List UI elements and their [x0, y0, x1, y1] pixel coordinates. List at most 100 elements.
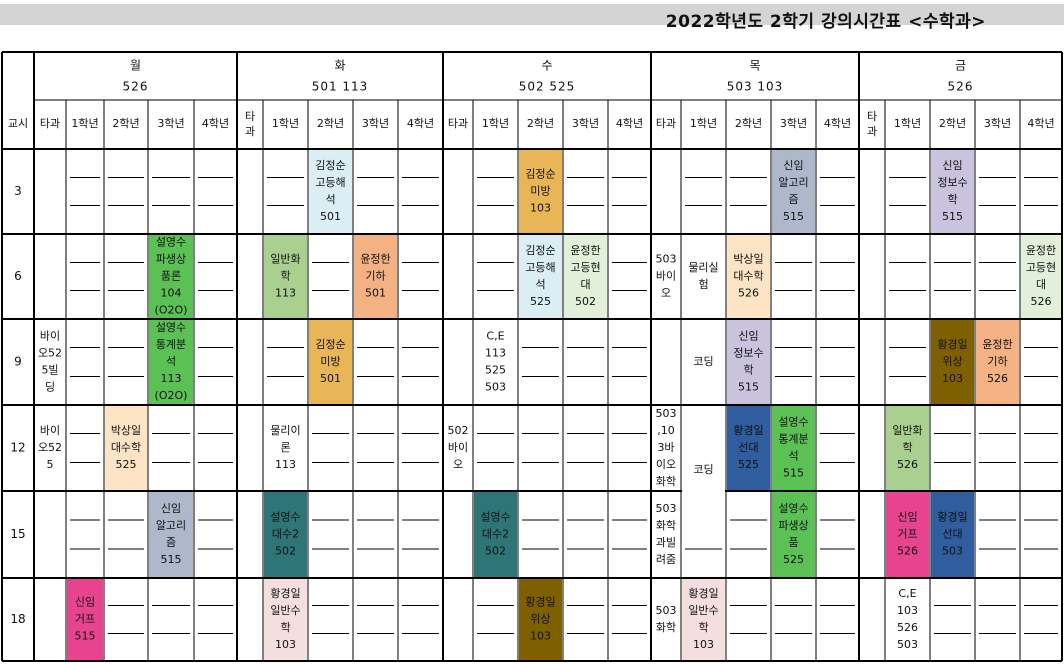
- course-text: 정보수: [733, 347, 763, 360]
- sub-header: 4학년: [616, 117, 643, 130]
- course-text: 502: [275, 545, 296, 558]
- day-name: 목: [749, 59, 760, 73]
- course-text: 미방: [530, 185, 550, 198]
- course-block: [772, 406, 815, 490]
- course-text: 설영수: [270, 511, 300, 524]
- course-text: 기하: [987, 354, 1007, 368]
- course-text: 515: [738, 381, 759, 394]
- course-text: 525: [783, 553, 804, 566]
- course-text: 황경일: [937, 510, 967, 524]
- course-text: 대수2: [482, 528, 509, 541]
- course-block: [772, 150, 815, 233]
- sub-header: 4학년: [1027, 117, 1054, 130]
- period-label: 9: [14, 355, 22, 369]
- course-text: 오: [661, 287, 671, 300]
- course-block: [35, 406, 65, 490]
- course-text: 김정순: [315, 159, 345, 172]
- course-text: 503: [656, 253, 677, 266]
- course-text: 설영수: [156, 321, 186, 334]
- sub-header: 과: [245, 125, 255, 138]
- course-text: 503: [897, 638, 918, 651]
- course-text: 113: [485, 347, 506, 360]
- course-block: [652, 579, 680, 660]
- course-text: 502: [485, 545, 506, 558]
- course-text: 대수학: [111, 441, 141, 454]
- course-text: 5빌: [41, 364, 58, 377]
- course-text: 103: [897, 604, 918, 617]
- course-text: 려줌: [656, 553, 676, 566]
- course-text: 신임: [897, 511, 917, 524]
- course-block: [149, 235, 193, 318]
- course-text: 윤정한: [982, 338, 1012, 351]
- sub-header: 2학년: [939, 117, 966, 130]
- course-block: [886, 492, 929, 577]
- course-text: 석: [535, 278, 545, 291]
- course-text: 525: [530, 295, 551, 308]
- course-text: 이오: [656, 458, 676, 471]
- period-label: 6: [14, 269, 22, 283]
- course-block: [474, 320, 517, 404]
- course-text: 515: [75, 630, 96, 643]
- course-text: 일반수: [270, 603, 300, 617]
- course-text: 석: [166, 355, 176, 368]
- course-text: 503: [485, 381, 506, 394]
- course-text: 고등현: [570, 261, 600, 274]
- sub-header: 3학년: [984, 117, 1011, 130]
- course-block: [682, 406, 725, 534]
- course-text: 위상: [942, 355, 962, 368]
- course-block: [886, 579, 929, 660]
- course-text: 윤정한: [1026, 244, 1056, 257]
- course-text: 바이: [656, 270, 676, 283]
- course-text: 학: [743, 364, 753, 377]
- course-text: 대수2: [272, 528, 299, 541]
- course-text: 신임: [161, 502, 181, 515]
- course-text: 일반화: [892, 423, 922, 437]
- sub-header: 3학년: [572, 117, 599, 130]
- course-text: 3바: [657, 441, 674, 454]
- course-text: 황경일: [525, 595, 555, 609]
- sub-header: 타: [867, 110, 877, 123]
- course-text: 황경일: [688, 586, 718, 600]
- course-text: (O2O): [155, 304, 188, 317]
- course-text: 선대: [942, 528, 962, 541]
- course-text: 학: [698, 621, 708, 634]
- course-text: 석: [788, 450, 798, 463]
- course-block: [264, 579, 307, 660]
- course-text: 526: [987, 372, 1008, 385]
- course-text: 526: [738, 287, 759, 300]
- course-text: 설영수: [778, 416, 808, 429]
- course-text: C,E: [486, 330, 504, 343]
- course-text: 설영수: [480, 511, 510, 524]
- course-text: 박상일: [111, 423, 141, 437]
- sub-header: 3학년: [157, 117, 184, 130]
- course-block: [149, 492, 193, 577]
- period-label: 18: [10, 612, 25, 626]
- day-name: 수: [541, 59, 552, 73]
- course-text: 고등해: [315, 175, 345, 189]
- course-text: 바이: [40, 330, 60, 343]
- period-label: 12: [10, 441, 25, 455]
- course-block: [931, 320, 974, 404]
- course-text: 정보수: [937, 176, 967, 189]
- course-text: 515: [161, 553, 182, 566]
- course-text: 화학: [656, 519, 676, 532]
- sub-header: 1학년: [482, 117, 509, 130]
- sub-header: 3학년: [362, 117, 389, 130]
- course-text: 바이: [448, 441, 468, 454]
- course-text: 박상일: [733, 252, 763, 266]
- course-text: 신임: [75, 596, 95, 609]
- course-block: [149, 320, 193, 404]
- course-block: [67, 579, 103, 660]
- sub-header: 1학년: [690, 117, 717, 130]
- course-text: 험: [698, 278, 708, 291]
- course-text: C,E: [898, 587, 916, 600]
- course-text: 김정순: [525, 168, 555, 181]
- course-block: [652, 235, 680, 318]
- day-name: 금: [955, 59, 966, 73]
- course-text: 103: [530, 202, 551, 215]
- sub-header: 1학년: [894, 117, 921, 130]
- course-text: 525: [485, 364, 506, 377]
- course-block: [444, 406, 472, 490]
- sub-header: 타과: [656, 117, 676, 130]
